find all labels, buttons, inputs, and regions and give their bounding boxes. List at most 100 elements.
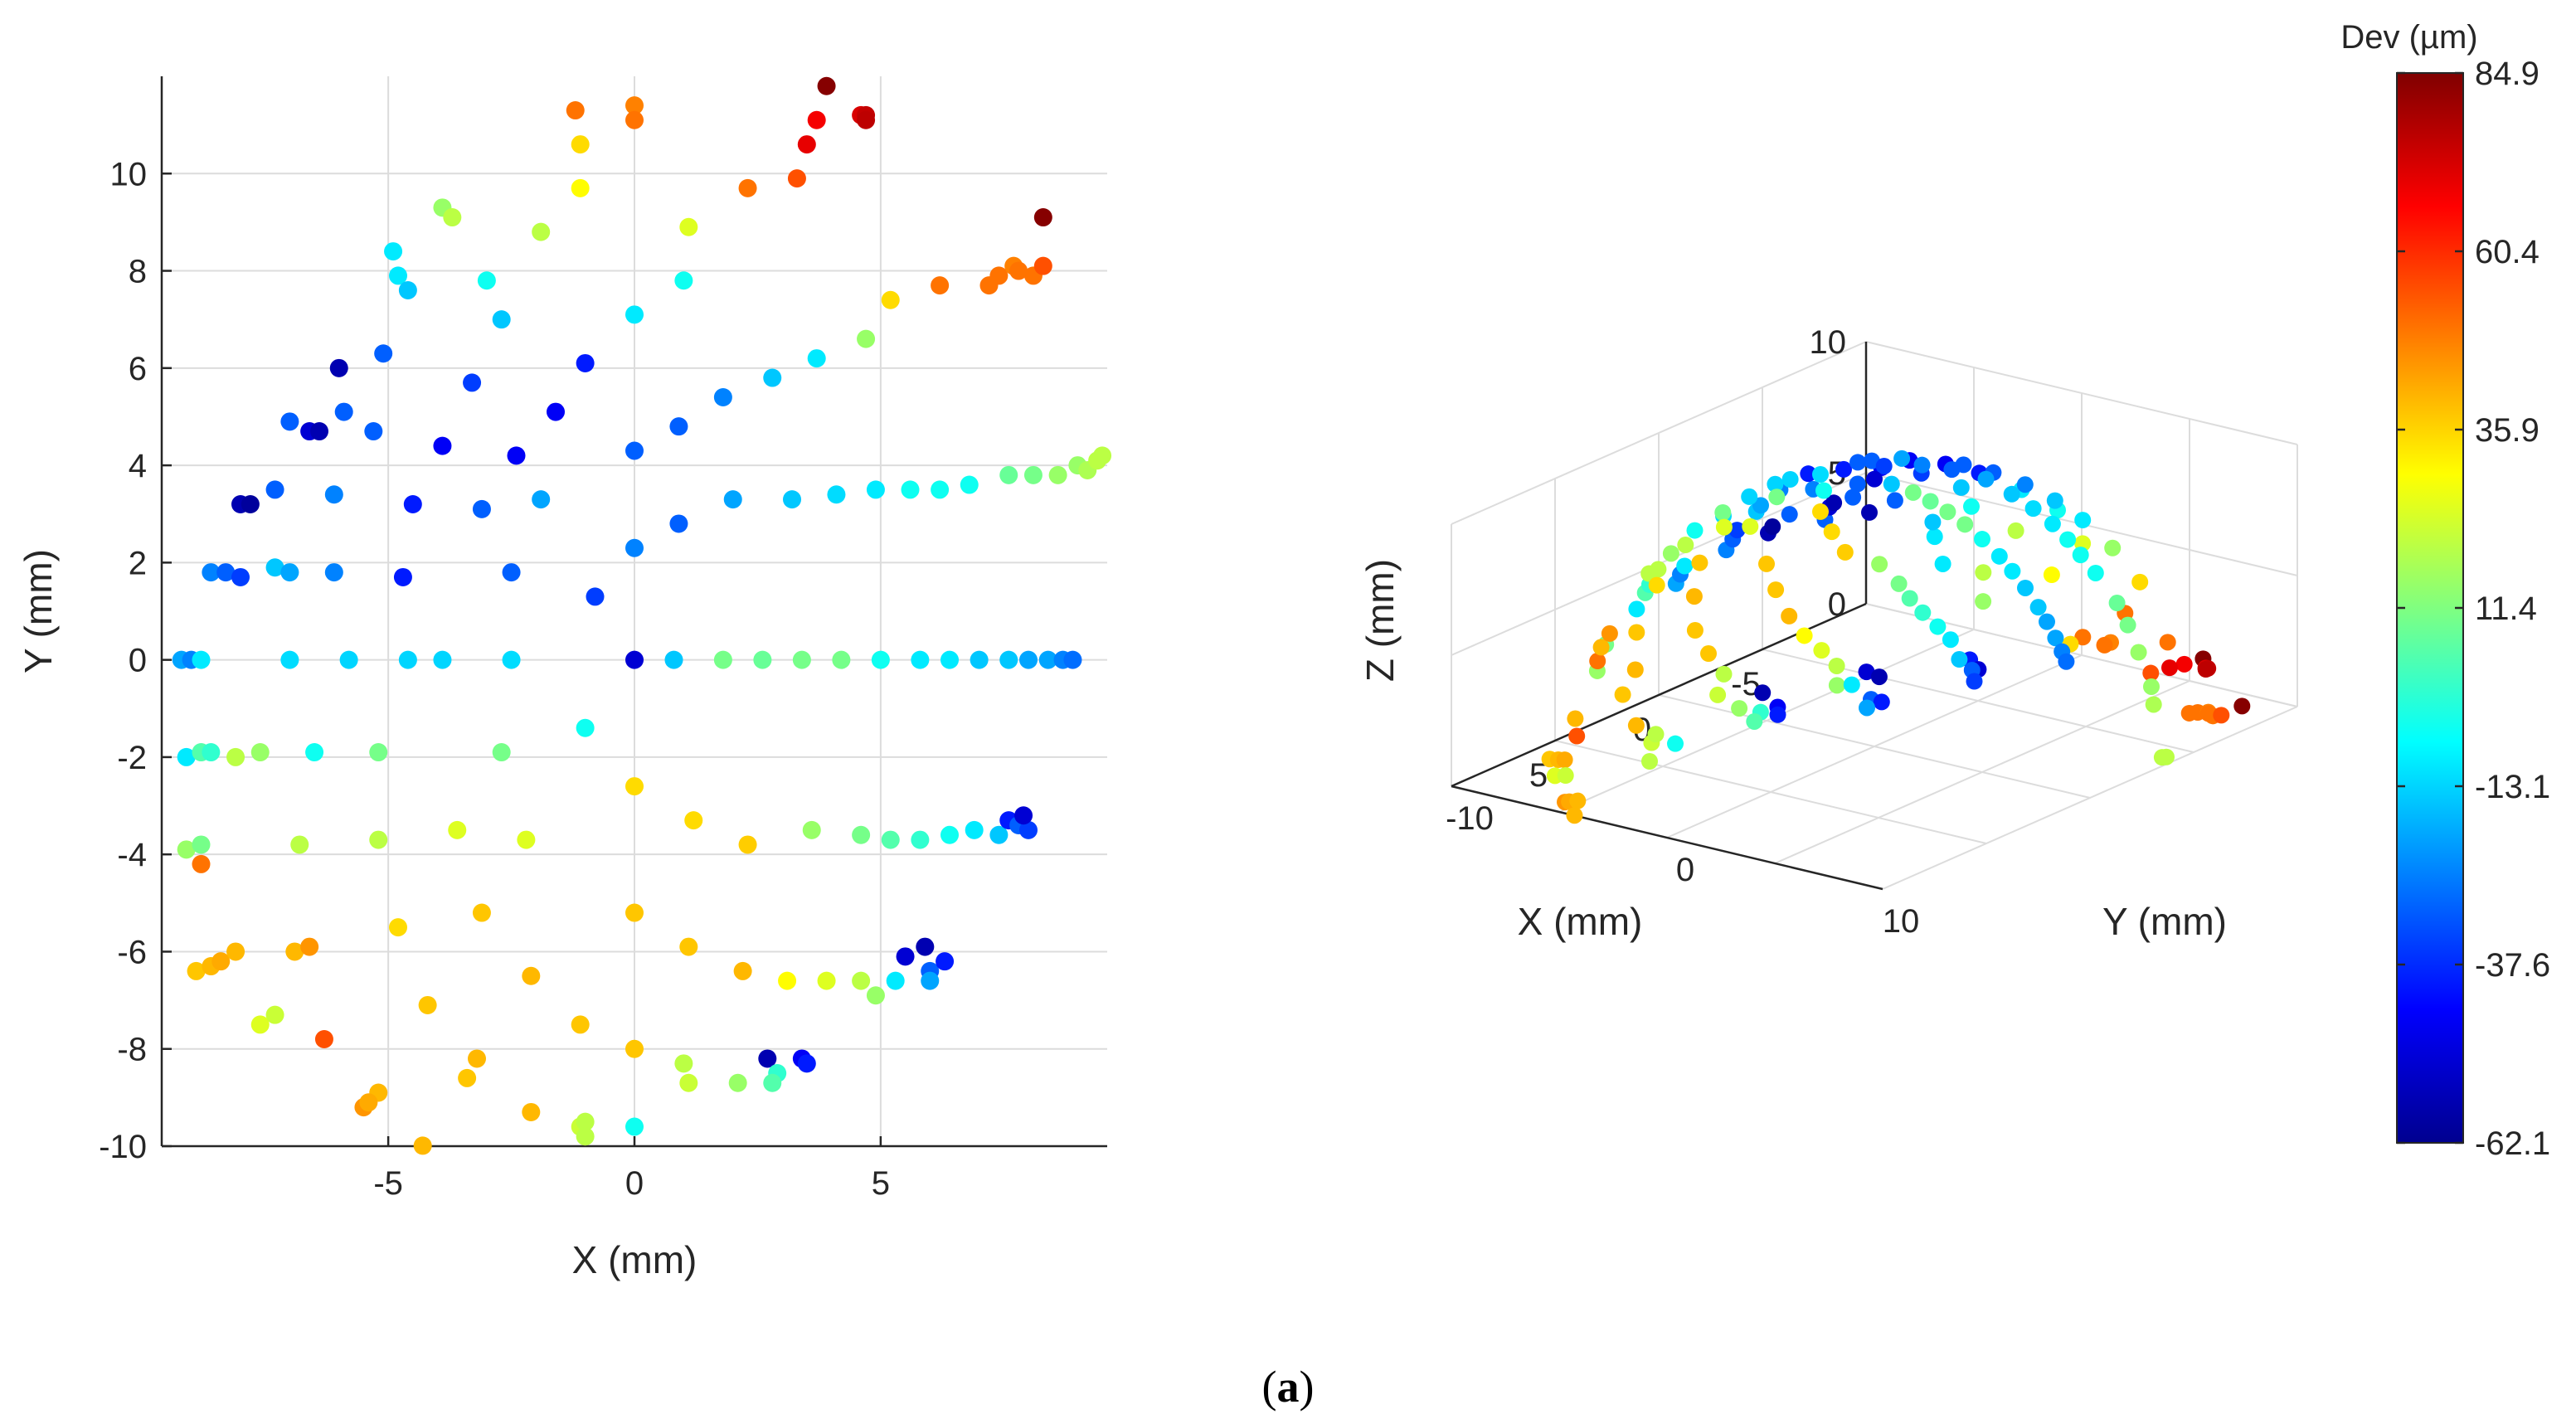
3d-point — [2159, 634, 2176, 651]
top-view-point — [231, 567, 250, 586]
3d-view-ticks: -505-100100510 — [1446, 324, 1919, 940]
3d-point — [2004, 562, 2021, 580]
top-view-point — [857, 329, 876, 348]
3d-point — [1768, 488, 1786, 506]
3d-point — [1977, 470, 1995, 488]
top-view-point — [783, 490, 801, 509]
top-view-point — [250, 1015, 270, 1034]
3d-point — [1871, 556, 1888, 573]
3d-point — [1870, 668, 1888, 686]
3d-point — [1929, 618, 1947, 635]
3d-point — [1823, 523, 1840, 541]
colorbar-gradient — [2396, 72, 2464, 1144]
3d-point — [1875, 458, 1893, 475]
top-view-plot: -5 0 5 -10 -8 -6 -4 -2 0 2 4 6 8 10 X (mm) Y (mm) — [17, 76, 1112, 1281]
3d-point — [1990, 547, 2008, 565]
top-view-point — [664, 650, 683, 669]
top-view-point — [339, 650, 358, 669]
3d-point — [2153, 749, 2170, 766]
top-view-point — [936, 952, 955, 971]
top-view-point — [778, 971, 797, 990]
top-view-point — [817, 971, 836, 990]
top-view-point — [738, 178, 757, 197]
top-view-point — [250, 743, 270, 762]
top-view-x-tick-label: 5 — [872, 1165, 890, 1202]
top-view-point — [817, 76, 836, 95]
colorbar-ticks: 84.9 60.4 35.9 11.4 -13.1 -37.6 -62.1 — [2397, 56, 2550, 1162]
3d-point — [1728, 522, 1746, 539]
top-view-point — [713, 650, 732, 669]
3d-point — [1843, 676, 1860, 693]
top-view-point — [369, 743, 388, 762]
top-view-point — [866, 480, 885, 499]
top-view-point — [674, 1054, 693, 1073]
top-view-point — [576, 353, 595, 372]
top-view-point — [911, 650, 930, 669]
3d-gridline — [1451, 341, 1867, 525]
3d-point — [1914, 604, 1932, 621]
top-view-point — [290, 835, 309, 854]
top-view-point — [571, 178, 590, 197]
colorbar: Dev (µm) 84.9 60.4 35.9 11.4 -13.1 -37.6 -62.1 — [2340, 19, 2550, 1162]
3d-point — [1939, 503, 1956, 521]
3d-point — [2072, 547, 2089, 564]
top-view-point — [733, 961, 752, 980]
3d-point — [2175, 655, 2193, 673]
top-view-y-tick-label: 6 — [129, 351, 147, 387]
3d-point — [1627, 717, 1645, 734]
3d-point — [1769, 706, 1786, 723]
top-view-point — [586, 587, 605, 606]
top-view-point — [807, 110, 826, 129]
top-view-point — [713, 388, 732, 406]
top-view-point — [1033, 256, 1052, 275]
top-view-point — [625, 1039, 644, 1058]
top-view-point — [901, 480, 920, 499]
3d-point — [1781, 470, 1799, 488]
top-view-point — [472, 903, 491, 922]
top-view-point — [1048, 465, 1067, 484]
3d-point — [1966, 673, 1983, 690]
3d-point — [2058, 653, 2075, 670]
top-view-point — [576, 718, 595, 737]
3d-gridline — [1554, 740, 1987, 844]
top-view-point — [625, 441, 644, 460]
3d-point — [1677, 537, 1694, 554]
3d-point — [1556, 751, 1573, 769]
caption-open-paren: ( — [1262, 1362, 1277, 1412]
top-view-point — [398, 650, 417, 669]
top-view-point — [324, 563, 343, 582]
3d-point — [2161, 659, 2178, 677]
top-view-point — [280, 563, 299, 582]
3d-point — [1685, 588, 1703, 605]
top-view-y-tick-label: 4 — [129, 448, 147, 484]
3d-point — [1667, 735, 1684, 752]
top-view-point — [389, 266, 407, 285]
3d-gridline — [1865, 341, 2298, 445]
top-view-point — [852, 971, 871, 990]
colorbar-tick-label: 35.9 — [2475, 412, 2540, 449]
3d-point — [2044, 515, 2061, 532]
top-view-point — [329, 358, 348, 377]
colorbar-tick-label: -37.6 — [2475, 947, 2550, 984]
top-view-point — [443, 208, 462, 227]
top-view-point — [369, 830, 388, 849]
3d-point — [1742, 518, 1759, 535]
3d-point — [1715, 518, 1733, 536]
top-view-point — [625, 110, 644, 129]
3d-point — [1686, 622, 1704, 639]
3d-point — [1781, 607, 1798, 625]
3d-point — [2007, 522, 2024, 539]
3d-point — [2074, 512, 2092, 529]
top-view-point — [989, 266, 1009, 285]
3d-point — [1557, 767, 1574, 785]
3d-point — [1845, 488, 1862, 506]
top-view-point — [758, 1049, 777, 1068]
3d-point — [1828, 677, 1845, 694]
top-view-point — [832, 650, 851, 669]
3d-point — [1662, 545, 1679, 562]
3d-point — [1640, 565, 1658, 582]
top-view-point — [852, 825, 871, 844]
top-view-point — [625, 305, 644, 324]
top-view-ticks: -5 0 5 -10 -8 -6 -4 -2 0 2 4 6 8 10 — [99, 156, 890, 1202]
3d-point — [1812, 503, 1829, 520]
